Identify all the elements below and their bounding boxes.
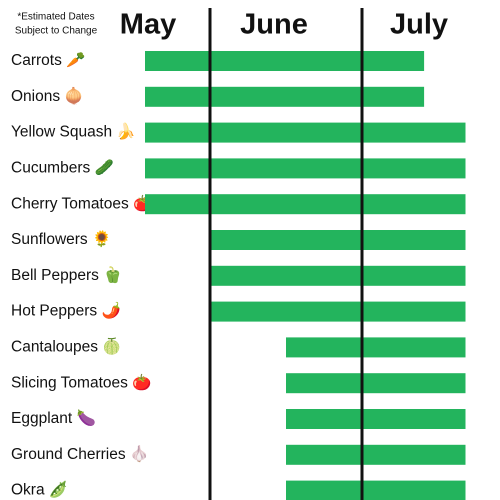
bar xyxy=(210,230,466,250)
bar xyxy=(286,373,466,394)
row-label: Cherry Tomatoes 🍅 xyxy=(11,193,152,212)
month-label: June xyxy=(240,9,308,41)
bar xyxy=(210,301,466,322)
bar xyxy=(286,444,466,465)
bar xyxy=(145,122,466,143)
row-label: Slicing Tomatoes 🍅 xyxy=(11,372,152,391)
bar xyxy=(286,409,466,429)
row-label: Onions 🧅 xyxy=(11,86,84,105)
bar xyxy=(145,194,466,215)
row-label: Okra 🫛 xyxy=(11,480,68,499)
bar xyxy=(286,480,466,500)
month-label: May xyxy=(120,9,176,41)
note-line: *Estimated Dates xyxy=(17,12,94,23)
row-label: Bell Peppers 🫑 xyxy=(11,265,123,284)
bar xyxy=(210,265,466,286)
bar xyxy=(145,158,466,179)
row-label: Yellow Squash 🍌 xyxy=(11,122,136,141)
month-label: July xyxy=(390,9,448,41)
bar xyxy=(145,86,425,107)
bar xyxy=(286,337,466,358)
note-line: Subject to Change xyxy=(15,26,98,37)
bar xyxy=(145,51,425,71)
row-label: Cantaloupes 🍈 xyxy=(11,336,122,355)
row-label: Hot Peppers 🌶️ xyxy=(11,301,121,320)
row-label: Carrots 🥕 xyxy=(11,51,85,69)
row-label: Eggplant 🍆 xyxy=(11,408,96,427)
row-label: Ground Cherries 🧄 xyxy=(11,444,149,463)
row-label: Cucumbers 🥒 xyxy=(11,158,114,176)
row-label: Sunflowers 🌻 xyxy=(11,229,111,248)
